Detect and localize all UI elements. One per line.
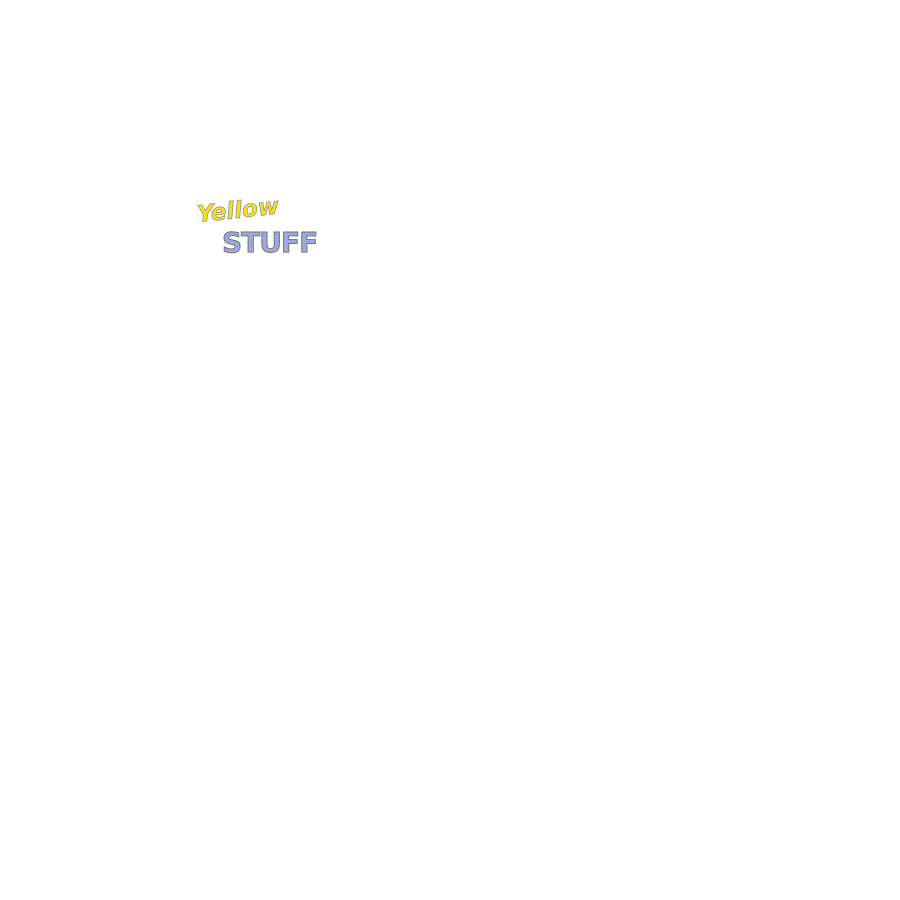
- svg-text:STUFF: STUFF: [222, 226, 317, 259]
- yellowstuff-logo: Yellow STUFF: [196, 193, 322, 260]
- logo-word-stuff: STUFF: [222, 226, 319, 260]
- chart-header: Yellow STUFF: [196, 193, 616, 266]
